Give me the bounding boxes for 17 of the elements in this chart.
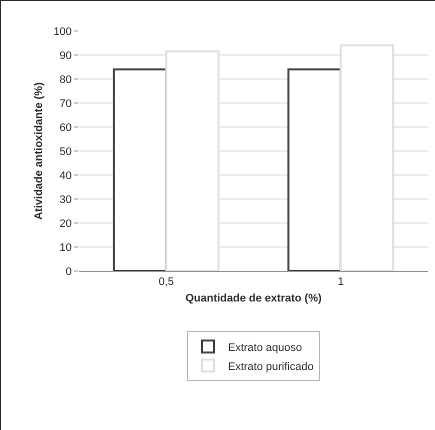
y-tick-label: 80: [60, 74, 72, 86]
y-axis-title: Atividade antioxidante (%): [33, 82, 46, 220]
y-tick-label: 50: [60, 146, 72, 158]
legend-label: Extrato aquoso: [228, 342, 302, 354]
x-tick-label: 1: [338, 276, 344, 288]
legend-label: Extrato purificado: [228, 360, 314, 373]
y-tick-label: 10: [60, 242, 72, 254]
y-tick-label: 30: [60, 194, 72, 206]
y-tick-label: 100: [53, 26, 72, 38]
y-tick-label: 90: [60, 50, 72, 62]
y-tick-label: 20: [60, 218, 72, 230]
x-tick-label: 0,5: [158, 276, 174, 288]
y-tick-label: 70: [60, 98, 72, 110]
y-tick-label: 0: [66, 266, 72, 278]
y-tick-label: 60: [60, 122, 72, 134]
x-axis-title: Quantidade de extrato (%): [185, 292, 322, 304]
y-tick-label: 40: [60, 170, 72, 182]
